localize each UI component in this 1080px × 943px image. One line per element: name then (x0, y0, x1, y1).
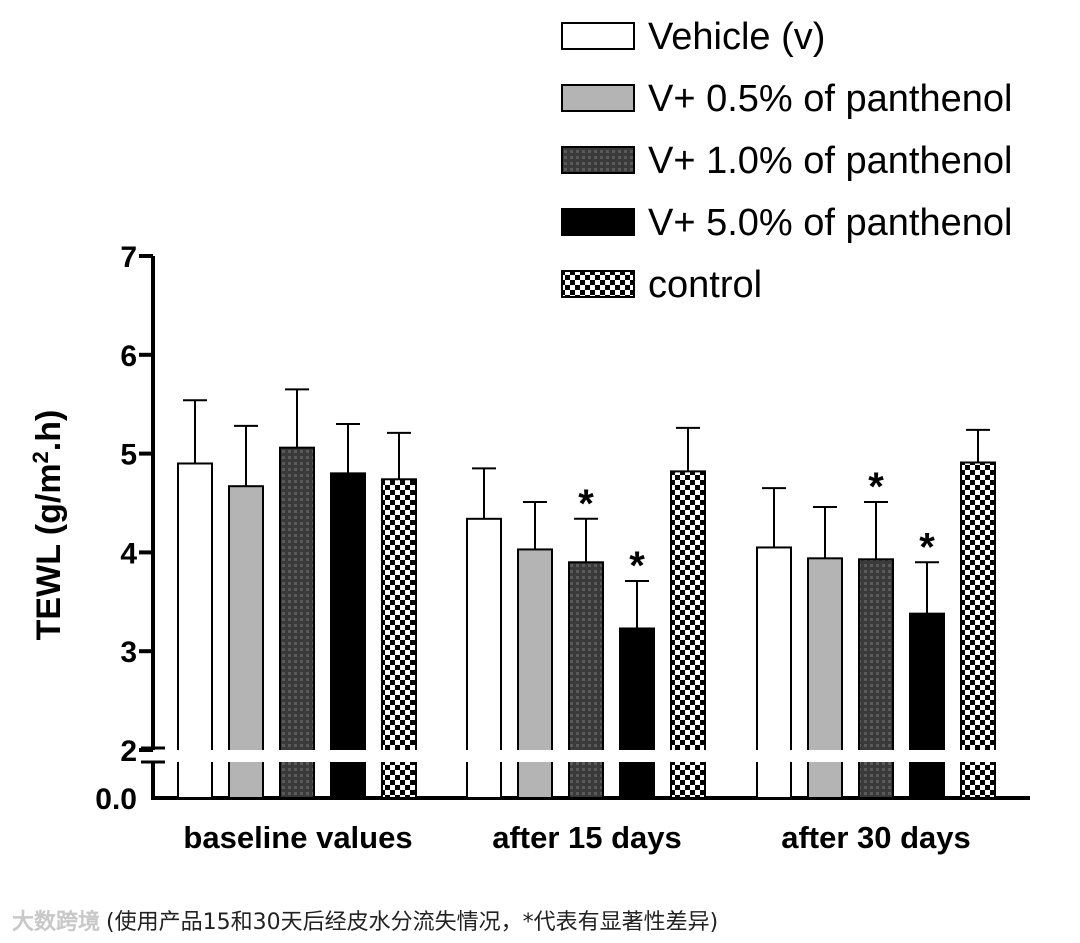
bar-axis-break (959, 750, 997, 762)
bar-rect (619, 627, 655, 800)
bar-rect (858, 558, 894, 799)
bar (755, 487, 793, 800)
bar (227, 424, 265, 799)
legend-item: Vehicle (v) (561, 16, 825, 58)
legend-swatch (561, 208, 635, 236)
bar (465, 467, 503, 799)
category-label: after 15 days (492, 820, 682, 855)
legend-label: V+ 5.0% of panthenol (648, 202, 1012, 244)
bar-axis-break (669, 750, 707, 762)
bar: * (567, 482, 605, 800)
legend-label: Vehicle (v) (648, 16, 825, 58)
bar-axis-break (908, 750, 946, 762)
y-tick-label: 4 (120, 537, 137, 570)
y-axis-title: TEWL (g/m2.h) (28, 410, 68, 641)
bar-axis-break (176, 750, 214, 762)
y-axis (141, 256, 165, 798)
bar-axis-break (755, 750, 793, 762)
y-tick-label: 0.0 (95, 783, 137, 816)
caption-text: (使用产品15和30天后经皮水分流失情况，*代表有显著性差异) (106, 910, 719, 935)
bar (959, 428, 997, 799)
bar (516, 501, 554, 799)
bar-axis-break (465, 750, 503, 762)
bar-rect (909, 612, 945, 799)
bar: * (857, 465, 895, 799)
bars: * * * * (176, 388, 997, 800)
legend-item: control (561, 264, 762, 306)
legend-item: V+ 1.0% of panthenol (561, 140, 1012, 182)
significance-marker: * (578, 482, 594, 526)
bar-rect (807, 557, 843, 799)
y-tick-label: 2 (120, 735, 137, 768)
bar-axis-break (227, 750, 265, 762)
bar: * (908, 525, 946, 799)
bar-axis-break (806, 750, 844, 762)
bar-axis-break (567, 750, 605, 762)
bar (806, 505, 844, 799)
chart: 0.0 2 3 4 5 6 7 * * * * baseline values after 15 d… (28, 16, 1030, 855)
legend-swatch (561, 84, 635, 112)
significance-marker: * (629, 544, 645, 588)
y-axis-title-superscript: 2 (28, 451, 53, 463)
bar: * (618, 544, 656, 800)
y-tick-label: 7 (120, 241, 137, 274)
legend-item: V+ 0.5% of panthenol (561, 78, 1012, 120)
bar-axis-break (380, 750, 418, 762)
bar-rect (670, 470, 706, 799)
bar-rect (330, 472, 366, 799)
bar (278, 388, 316, 799)
bar-rect (177, 462, 213, 799)
bar-axis-break (329, 750, 367, 762)
legend: Vehicle (v) V+ 0.5% of panthenol V+ 1.0% o… (561, 16, 1012, 306)
bar-axis-break (618, 750, 656, 762)
figure-caption: 大数跨境 (使用产品15和30天后经皮水分流失情况，*代表有显著性差异) (12, 904, 718, 936)
legend-label: control (648, 264, 762, 306)
bar (329, 422, 367, 799)
bar-axis-break (516, 750, 554, 762)
bar (669, 426, 707, 799)
legend-label: V+ 1.0% of panthenol (648, 140, 1012, 182)
y-axis-title-part1: TEWL (g/m (30, 463, 68, 640)
bar-axis-break (278, 750, 316, 762)
category-label: after 30 days (781, 820, 971, 855)
bar (176, 399, 214, 799)
bar-rect (279, 446, 315, 799)
y-tick-label: 5 (120, 439, 137, 472)
watermark: 大数跨境 (12, 910, 101, 935)
category-labels: baseline values after 15 days after 30 day… (183, 820, 970, 855)
legend-swatch (561, 146, 635, 174)
bar-axis-break (857, 750, 895, 762)
bar (380, 431, 418, 799)
bar-rect (568, 561, 604, 800)
y-ticks: 0.0 2 3 4 5 6 7 (95, 241, 153, 816)
category-label: baseline values (183, 820, 412, 855)
legend-swatch (561, 22, 635, 50)
legend-swatch (561, 270, 635, 298)
y-tick-label: 3 (120, 636, 137, 669)
y-axis-title-part2: .h) (30, 410, 68, 452)
significance-marker: * (868, 465, 884, 509)
legend-label: V+ 0.5% of panthenol (648, 78, 1012, 120)
y-tick-label: 6 (120, 340, 137, 373)
bar-rect (960, 461, 996, 799)
significance-marker: * (919, 525, 935, 569)
legend-item: V+ 5.0% of panthenol (561, 202, 1012, 244)
